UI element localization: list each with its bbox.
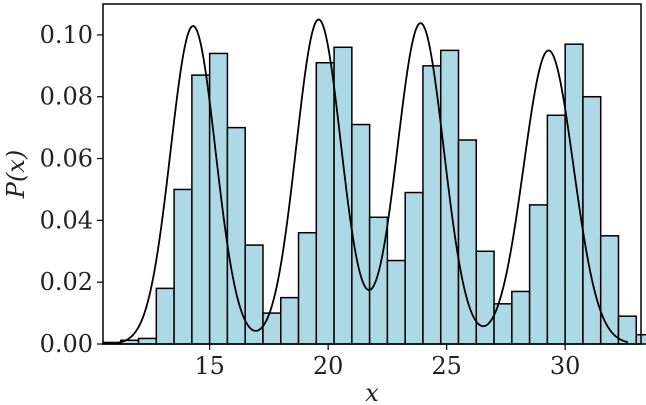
histogram-bar [173,188,193,345]
histogram-bar [208,52,229,345]
histogram-bar [297,231,318,345]
y-tick-label: 0.02 [40,268,93,296]
histogram-bar [368,216,389,345]
y-tick-label: 0.08 [40,83,93,111]
y-axis-title: P(x) [2,150,30,199]
y-tick-label: 0.10 [40,21,93,49]
histogram-bar [546,114,566,345]
histogram-bar [333,46,353,345]
x-tick-label: 15 [194,352,225,380]
histogram-bar [315,61,335,345]
x-tick-label: 20 [313,352,344,380]
y-axis: 0.00 0.02 0.04 0.06 0.08 0.10 [40,21,103,358]
histogram-bar [582,95,602,345]
y-tick-label: 0.04 [40,206,93,234]
histogram-bar [564,43,584,345]
histogram-bar [528,204,549,345]
x-axis-title: x [365,379,379,405]
histogram-bar [262,312,282,345]
histogram-bar [155,287,175,345]
x-tick-label: 30 [550,352,581,380]
y-tick-label: 0.06 [40,145,93,173]
histogram-bar [280,296,300,345]
histogram-bars [102,43,646,345]
x-tick-label: 25 [431,352,462,380]
histogram-bar [599,235,620,345]
histogram-bar [351,123,371,345]
y-tick-label: 0.00 [40,330,93,358]
plot-frame [102,3,642,345]
density-curve [108,18,629,345]
x-axis: 15 20 25 30 [194,344,580,380]
histogram-bar [404,191,424,345]
histogram-bar [475,250,495,345]
histogram-bar [511,290,531,345]
histogram-bar [386,259,406,345]
histogram-bar [226,126,246,345]
histogram-bar [137,337,158,345]
histogram-bar [191,74,211,345]
histogram-bar [457,139,478,345]
